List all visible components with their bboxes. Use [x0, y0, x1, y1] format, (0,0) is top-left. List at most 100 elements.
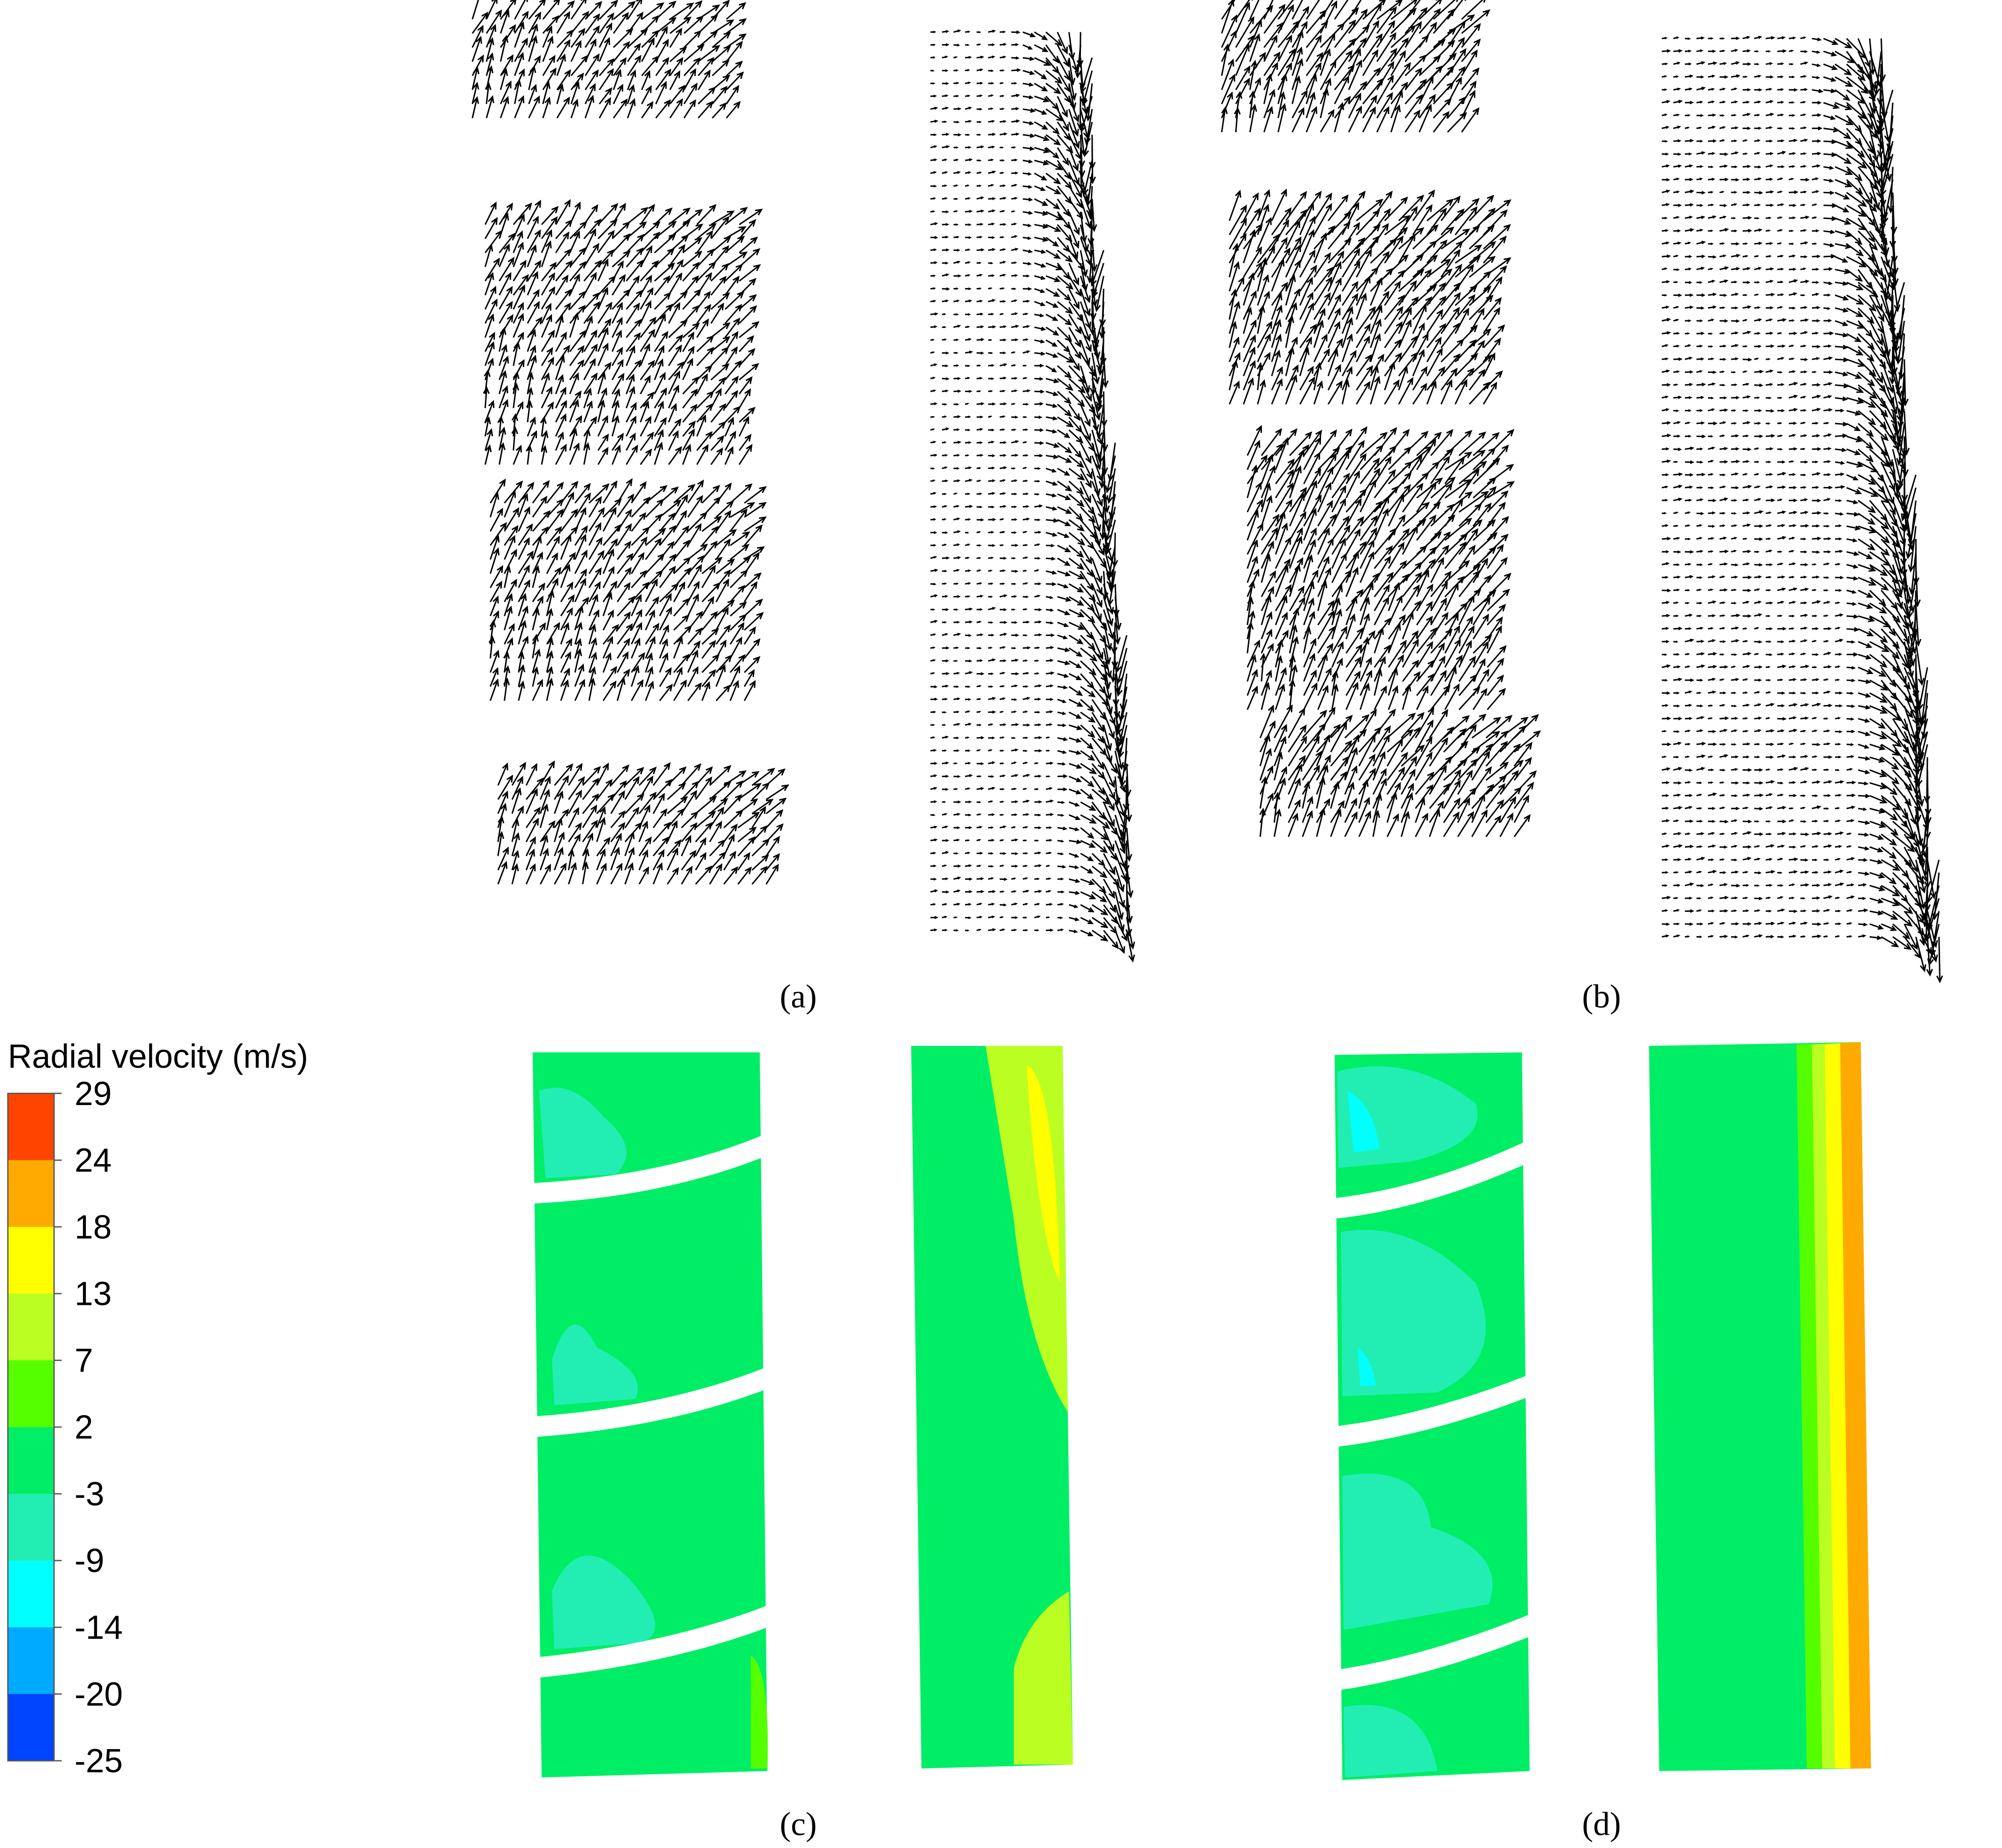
vector-arrow	[930, 633, 937, 636]
vector-arrow	[1045, 890, 1052, 893]
vector-arrow	[1904, 924, 1918, 950]
vector-arrow	[953, 44, 960, 47]
vector-arrow	[1303, 452, 1321, 485]
vector-arrow	[953, 184, 959, 187]
vector-arrow	[942, 94, 949, 98]
vector-arrow	[1263, 73, 1273, 104]
vector-arrow	[1707, 447, 1715, 450]
vector-arrow	[511, 863, 519, 885]
vector-arrow	[1719, 549, 1729, 553]
vector-arrow	[1011, 30, 1020, 34]
vector-arrow	[1835, 742, 1841, 746]
vector-arrow	[976, 351, 984, 355]
vector-arrow	[540, 820, 556, 842]
vector-arrow	[1742, 627, 1747, 630]
vector-arrow	[1011, 737, 1016, 739]
vector-arrow	[610, 847, 620, 871]
vector-arrow	[1685, 460, 1694, 464]
vector-arrow	[965, 647, 971, 650]
vector-arrow	[518, 482, 535, 504]
vector-arrow	[1011, 826, 1016, 829]
vector-arrow	[1317, 514, 1337, 541]
vector-arrow	[490, 667, 499, 687]
vector-arrow	[1273, 766, 1287, 795]
vector-arrow	[1754, 127, 1762, 130]
vector-arrow	[1034, 711, 1041, 714]
vector-arrow	[673, 614, 690, 631]
vector-arrow	[1858, 192, 1877, 212]
vector-arrow	[1458, 431, 1487, 456]
vector-arrow	[1458, 468, 1480, 499]
vector-arrow	[1696, 524, 1703, 527]
vector-arrow	[1731, 755, 1739, 758]
vector-arrow	[1765, 691, 1771, 694]
vector-arrow	[1789, 357, 1795, 360]
vector-arrow	[1416, 659, 1435, 682]
vector-arrow	[1742, 49, 1751, 53]
vector-arrow	[1869, 935, 1882, 940]
vector-arrow	[1469, 381, 1490, 405]
vector-arrow	[1869, 756, 1885, 763]
vector-arrow	[1068, 519, 1085, 531]
vector-arrow	[1800, 422, 1806, 424]
vector-arrow	[1789, 370, 1796, 373]
vector-arrow	[1034, 826, 1042, 830]
vector-arrow	[1485, 775, 1507, 795]
vector-arrow	[1858, 538, 1876, 551]
vector-arrow	[1754, 50, 1759, 53]
vector-arrow	[610, 790, 625, 814]
vector-arrow	[1345, 470, 1360, 499]
vector-arrow	[1707, 267, 1714, 271]
vector-arrow	[1011, 338, 1019, 341]
vector-arrow	[1835, 281, 1849, 286]
vector-arrow	[1673, 563, 1680, 566]
vector-arrow	[1696, 370, 1703, 373]
vector-arrow	[1068, 340, 1081, 360]
vector-arrow	[1662, 189, 1670, 193]
vector-arrow	[654, 331, 669, 352]
vector-arrow	[1011, 761, 1017, 765]
vector-arrow	[1057, 45, 1070, 68]
vector-arrow	[1892, 564, 1904, 595]
vector-arrow	[1457, 797, 1470, 823]
vector-arrow	[999, 557, 1007, 560]
vector-arrow	[1765, 717, 1771, 720]
vector-arrow	[1022, 864, 1028, 867]
vector-arrow	[1777, 203, 1784, 206]
vector-arrow	[1360, 515, 1378, 541]
vector-arrow	[1388, 446, 1412, 470]
vector-arrow	[999, 428, 1005, 431]
vector-arrow	[1046, 813, 1054, 817]
vector-arrow	[1731, 909, 1738, 912]
vector-arrow	[1719, 497, 1729, 501]
vector-arrow	[511, 850, 520, 871]
vector-arrow	[953, 902, 961, 906]
vector-arrow	[584, 1, 603, 20]
vector-arrow	[1812, 524, 1820, 528]
vector-arrow	[1673, 665, 1681, 668]
vector-arrow	[1742, 228, 1753, 233]
vector-arrow	[1341, 317, 1353, 348]
vector-arrow	[1673, 909, 1680, 912]
vector-arrow	[673, 653, 690, 673]
vector-arrow	[1106, 468, 1116, 504]
vector-arrow	[1356, 381, 1371, 405]
vector-arrow	[1440, 292, 1461, 320]
vector-arrow	[1719, 215, 1727, 219]
vector-arrow	[988, 69, 994, 72]
vector-arrow	[1457, 770, 1473, 795]
vector-arrow	[1719, 704, 1726, 707]
vector-arrow	[710, 322, 731, 338]
vector-arrow	[1742, 357, 1753, 362]
vector-arrow	[1673, 268, 1680, 271]
vector-arrow	[1334, 50, 1353, 76]
vector-arrow	[1777, 600, 1784, 604]
vector-arrow	[1384, 321, 1403, 348]
vector-arrow	[1673, 126, 1681, 129]
vector-arrow	[1789, 332, 1798, 335]
vector-arrow	[1398, 352, 1418, 377]
vector-arrow	[1275, 612, 1288, 640]
vector-arrow	[725, 360, 742, 380]
contour-region	[1341, 1230, 1486, 1396]
vector-arrow	[1662, 88, 1668, 91]
